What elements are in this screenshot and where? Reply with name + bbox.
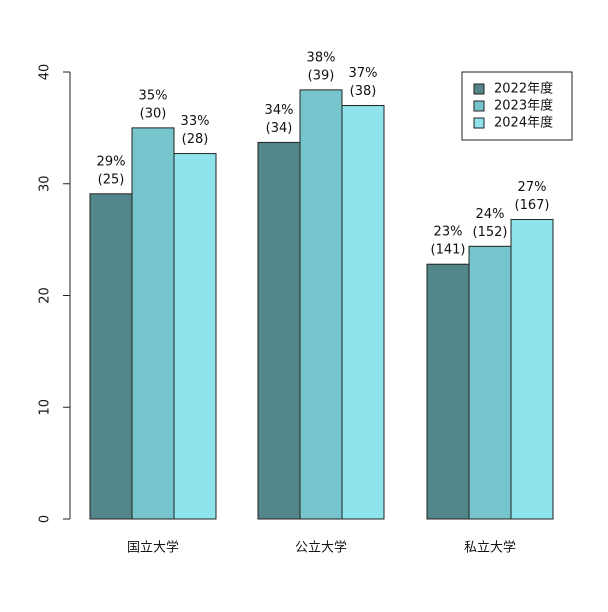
count-label: (25) <box>98 172 125 187</box>
bar <box>341 105 385 520</box>
y-tick-label: 40 <box>38 64 53 81</box>
y-tick-label: 10 <box>38 399 53 416</box>
x-tick-label: 公立大学 <box>295 540 347 556</box>
value-label: 35% <box>139 88 168 103</box>
value-label: 34% <box>265 103 294 118</box>
value-label: 24% <box>476 207 505 222</box>
value-label: 38% <box>307 50 336 65</box>
count-label: (39) <box>308 68 335 83</box>
legend-swatch <box>473 100 485 112</box>
bar <box>468 245 512 520</box>
legend-swatch <box>473 83 485 95</box>
y-tick-label: 20 <box>38 287 53 304</box>
bar <box>510 219 554 520</box>
count-label: (141) <box>431 243 466 258</box>
value-label: 29% <box>97 154 126 169</box>
legend-swatch <box>473 117 485 129</box>
count-label: (30) <box>140 106 167 121</box>
count-label: (28) <box>182 132 209 147</box>
value-label: 27% <box>518 180 547 195</box>
bar <box>131 127 175 520</box>
legend-label: 2023年度 <box>494 98 553 114</box>
y-tick-label: 0 <box>38 515 53 523</box>
count-label: (152) <box>473 225 508 240</box>
legend-label: 2024年度 <box>494 115 553 131</box>
bar <box>257 141 301 520</box>
bar <box>173 153 217 520</box>
bar <box>89 193 133 520</box>
count-label: (38) <box>350 84 377 99</box>
value-label: 33% <box>181 114 210 129</box>
y-tick-label: 30 <box>38 175 53 192</box>
bar <box>299 89 343 520</box>
value-label: 37% <box>349 66 378 81</box>
legend-label: 2022年度 <box>494 81 553 97</box>
x-tick-label: 国立大学 <box>127 540 179 556</box>
count-label: (167) <box>515 198 550 213</box>
value-label: 23% <box>434 225 463 240</box>
count-label: (34) <box>266 121 293 136</box>
bar <box>426 263 470 520</box>
x-tick-label: 私立大学 <box>464 540 516 556</box>
